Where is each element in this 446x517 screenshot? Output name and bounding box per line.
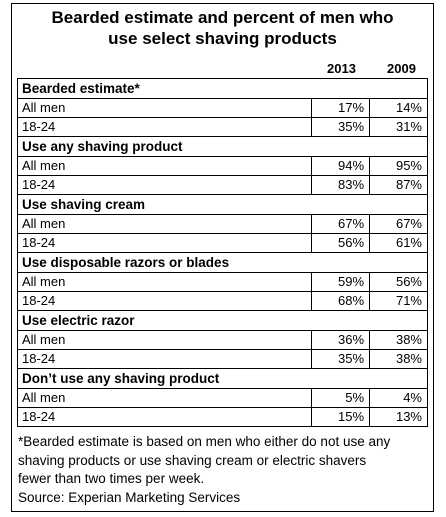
section-row: Bearded estimate* — [17, 78, 428, 99]
row-label: All men — [16, 156, 313, 176]
section-row: Use any shaving product — [17, 136, 428, 157]
table-row: 18-24 68% 71% — [16, 291, 428, 311]
section-title: Bearded estimate* — [17, 78, 428, 99]
table-row: All men 67% 67% — [16, 214, 428, 234]
section-title: Use electric razor — [17, 310, 428, 331]
table-row: 18-24 15% 13% — [16, 407, 428, 427]
value-2009: 38% — [369, 330, 428, 350]
value-2013: 94% — [311, 156, 371, 176]
value-2009: 14% — [369, 98, 428, 118]
row-label: 18-24 — [16, 407, 313, 427]
value-2009: 87% — [369, 175, 428, 195]
value-2013: 67% — [311, 214, 371, 234]
footnote-line-2: shaving products or use shaving cream or… — [18, 452, 367, 468]
footnote-line-1: *Bearded estimate is based on men who ei… — [18, 434, 391, 449]
value-2013: 15% — [311, 407, 371, 427]
value-2013: 35% — [311, 117, 371, 137]
section-title: Use shaving cream — [17, 194, 428, 215]
row-label: 18-24 — [16, 117, 313, 137]
value-2013: 56% — [311, 233, 371, 253]
row-label: All men — [16, 330, 313, 350]
value-2013: 68% — [311, 291, 371, 311]
table-row: 18-24 35% 31% — [16, 117, 428, 137]
section-row: Use disposable razors or blades — [17, 252, 428, 273]
row-label: All men — [16, 214, 313, 234]
row-label: 18-24 — [16, 175, 313, 195]
table-row: All men 17% 14% — [16, 98, 428, 118]
value-2009: 38% — [369, 349, 428, 369]
value-2009: 56% — [369, 272, 428, 292]
table-row: All men 36% 38% — [16, 330, 428, 350]
row-label: All men — [16, 98, 313, 118]
title-line-2: use select shaving products — [108, 29, 337, 48]
table-row: 18-24 83% 87% — [16, 175, 428, 195]
section-row: Use shaving cream — [17, 194, 428, 215]
section-row: Don’t use any shaving product — [17, 368, 428, 389]
row-label: 18-24 — [16, 291, 313, 311]
data-table: Bearded estimate* All men 17% 14% 18-24 35% 31… — [16, 78, 428, 427]
section-title: Use any shaving product — [17, 136, 428, 157]
value-2009: 31% — [369, 117, 428, 137]
chart-title: Bearded estimate and percent of men who … — [12, 7, 433, 49]
value-2009: 67% — [369, 214, 428, 234]
value-2013: 36% — [311, 330, 371, 350]
value-2009: 61% — [369, 233, 428, 253]
title-line-1: Bearded estimate and percent of men who — [51, 8, 394, 27]
table-row: All men 94% 95% — [16, 156, 428, 176]
value-2013: 5% — [311, 388, 371, 408]
column-header-2013: 2013 — [327, 61, 356, 76]
row-label: 18-24 — [16, 233, 313, 253]
value-2009: 71% — [369, 291, 428, 311]
section-title: Don’t use any shaving product — [17, 368, 428, 389]
row-label: All men — [16, 272, 313, 292]
table-frame: Bearded estimate and percent of men who … — [11, 3, 434, 512]
row-label: 18-24 — [16, 349, 313, 369]
section-title: Use disposable razors or blades — [17, 252, 428, 273]
value-2013: 35% — [311, 349, 371, 369]
value-2013: 83% — [311, 175, 371, 195]
value-2013: 17% — [311, 98, 371, 118]
column-header-2009: 2009 — [387, 61, 416, 76]
footnote: *Bearded estimate is based on men who ei… — [18, 433, 430, 507]
table-row: All men 59% 56% — [16, 272, 428, 292]
footnote-line-3: fewer than two times per week. — [18, 471, 205, 486]
table-row: All men 5% 4% — [16, 388, 428, 408]
table-row: 18-24 35% 38% — [16, 349, 428, 369]
value-2009: 13% — [369, 407, 428, 427]
section-row: Use electric razor — [17, 310, 428, 331]
value-2009: 95% — [369, 156, 428, 176]
source-note: Source: Experian Marketing Services — [18, 489, 241, 505]
value-2013: 59% — [311, 272, 371, 292]
row-label: All men — [16, 388, 313, 408]
value-2009: 4% — [369, 388, 428, 408]
table-row: 18-24 56% 61% — [16, 233, 428, 253]
